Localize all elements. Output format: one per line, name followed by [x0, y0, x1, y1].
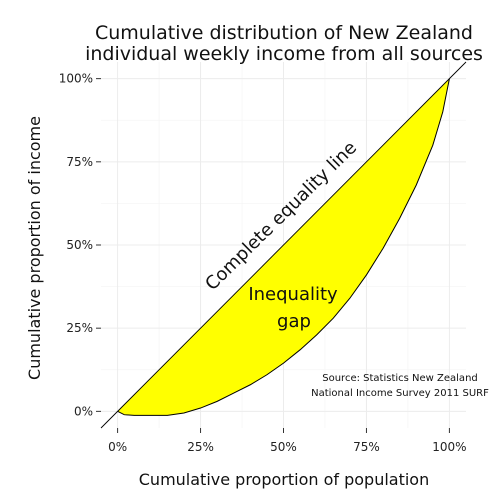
x-tick-label: 25% [187, 440, 214, 454]
y-tick-label: 100% [59, 72, 93, 86]
y-axis-title: Cumulative proportion of income [25, 116, 44, 380]
equality-line [100, 61, 467, 429]
axes: 0% 0% 25% 25% 50% 50% 75% 75% 100% 100% [59, 72, 467, 454]
inequality-gap-label-line-2: gap [277, 311, 311, 332]
plot-area [100, 61, 467, 429]
y-tick-label: 75% [66, 155, 93, 169]
x-tick-label: 50% [270, 440, 297, 454]
inequality-gap-area [117, 78, 450, 416]
x-tick-label: 75% [353, 440, 380, 454]
x-axis-title: Cumulative proportion of population [139, 470, 429, 489]
chart-title-line-2: individual weekly income from all source… [85, 43, 483, 65]
y-tick-label: 50% [66, 238, 93, 252]
source-note-line-1: Source: Statistics New Zealand [322, 373, 478, 384]
y-tick-label: 0% [74, 404, 93, 418]
lorenz-curve [117, 78, 450, 416]
y-tick-label: 25% [66, 321, 93, 335]
inequality-gap-label-line-1: Inequality [248, 284, 338, 305]
x-tick-label: 0% [108, 440, 127, 454]
source-note-line-2: National Income Survey 2011 SURF [311, 388, 489, 399]
x-tick-label: 100% [432, 440, 466, 454]
chart-title-line-1: Cumulative distribution of New Zealand [95, 22, 473, 44]
